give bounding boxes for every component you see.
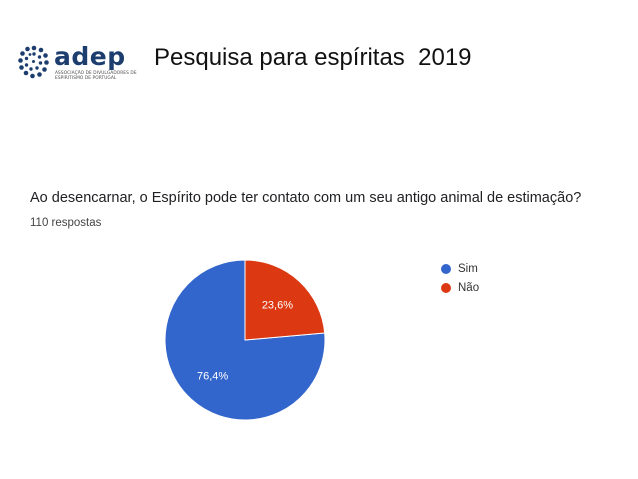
page-title: Pesquisa para espíritas 2019 xyxy=(154,44,472,71)
pie-label-sim: 76,4% xyxy=(197,370,228,382)
response-count: 110 respostas xyxy=(30,217,102,229)
logo-wordmark: adep xyxy=(54,42,126,71)
legend-label: Não xyxy=(458,281,480,294)
logo-dots-icon xyxy=(18,45,49,79)
legend-swatch-icon xyxy=(441,282,451,293)
pie-slice-não xyxy=(244,259,326,341)
legend-item-não: Não xyxy=(441,278,479,297)
logo-subtitle: ASSOCIAÇÃO DE DIVULGADORES DE ESPIRITISM… xyxy=(55,71,137,81)
adep-logo: adep ASSOCIAÇÃO DE DIVULGADORES DE ESPIR… xyxy=(16,40,137,86)
legend-label: Sim xyxy=(458,262,478,275)
chart-legend: Sim Não xyxy=(441,259,479,297)
pie-label-não: 23,6% xyxy=(262,300,293,312)
legend-swatch-icon xyxy=(441,263,451,274)
legend-item-sim: Sim xyxy=(441,259,479,278)
survey-question: Ao desencarnar, o Espírito pode ter cont… xyxy=(30,190,582,206)
